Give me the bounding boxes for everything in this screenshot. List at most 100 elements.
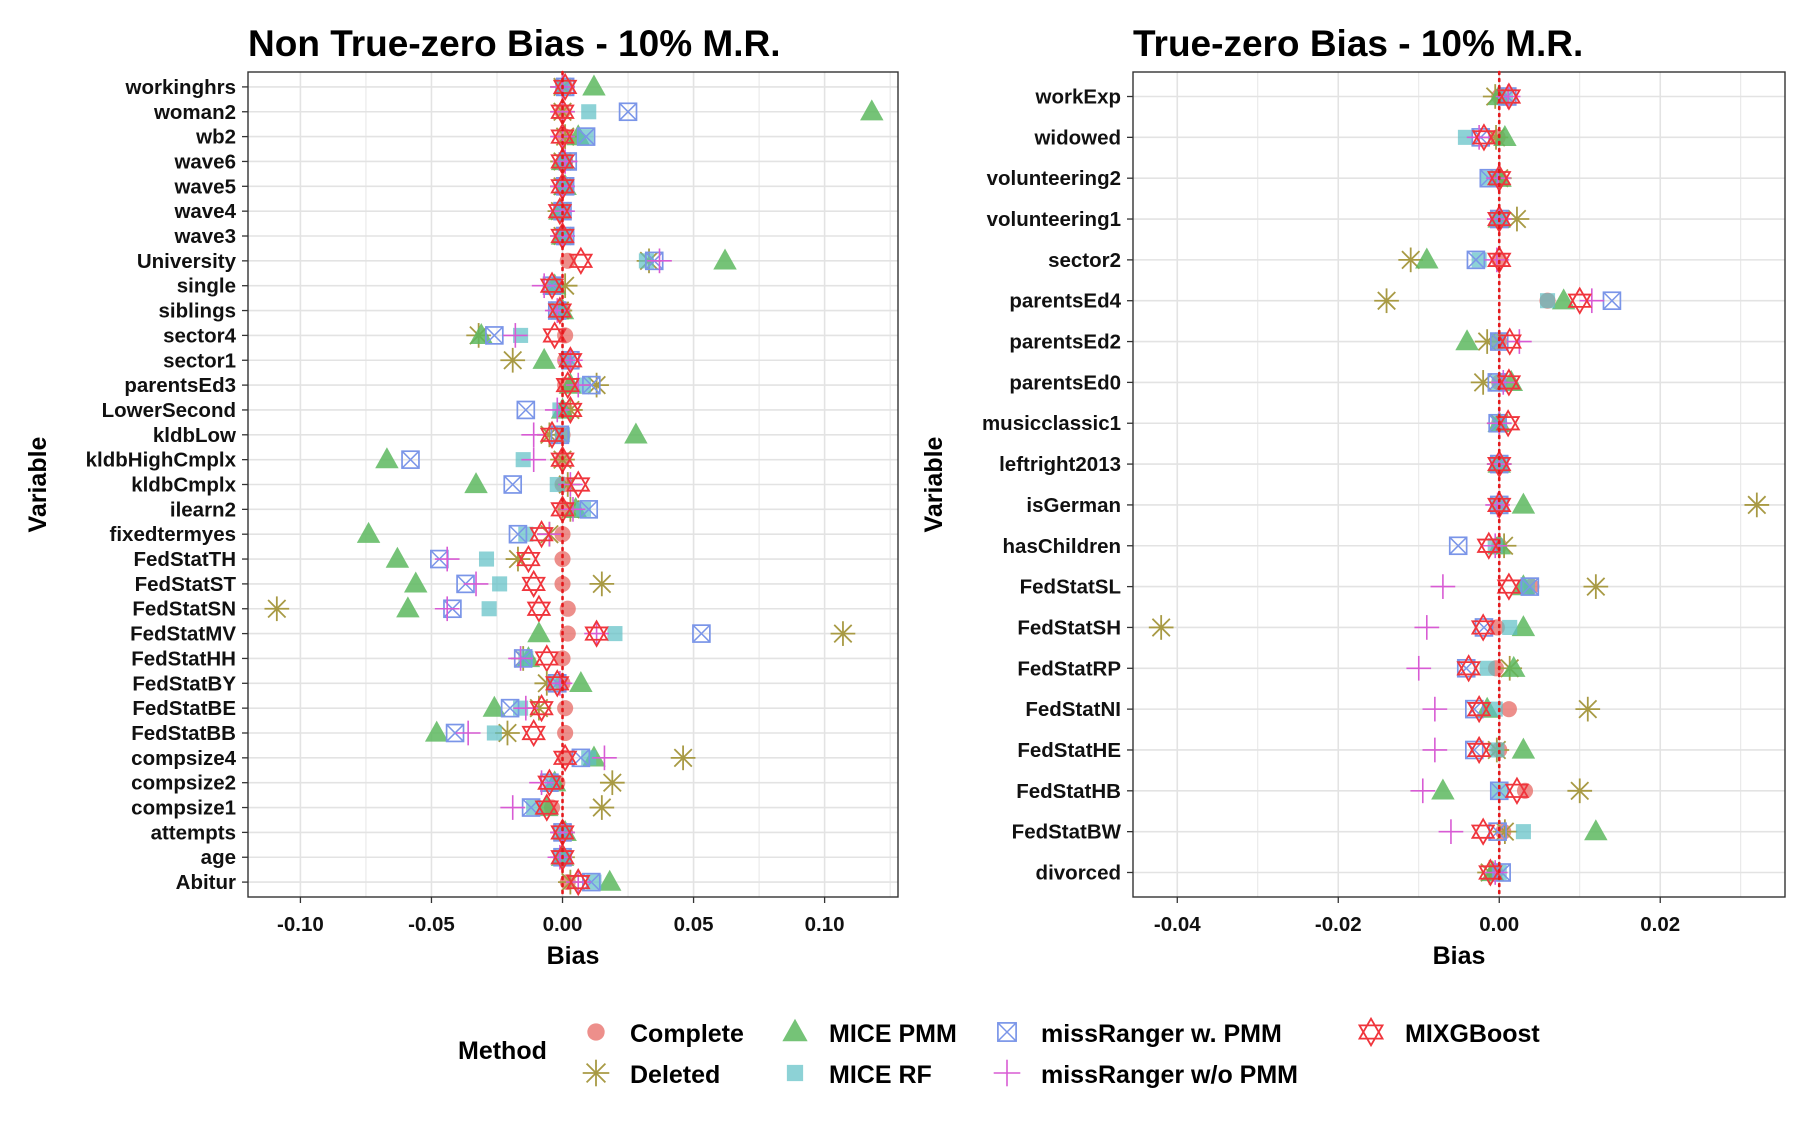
y-tick-label: FedStatHB [1016,780,1121,803]
point-mixgboost-compsize2 [537,768,562,797]
point-missranger-w-o-pmm-parentsed2 [1507,329,1532,354]
y-tick-label: parentsEd2 [1009,331,1121,354]
point-missranger-w-o-pmm-ilearn2 [560,496,586,522]
y-tick-label: FedStatRP [1017,657,1121,680]
y-tick-label: parentsEd0 [1009,371,1121,394]
y-tick-label: FedStatST [135,573,237,596]
point-mixgboost-fedstatsh [1470,613,1496,642]
point-mice-pmm-fedstatsh [1511,615,1536,637]
point-mice-rf-fedstatbb [486,725,502,741]
point-mice-pmm-fedstatmv [527,621,551,643]
point-deleted-sector2 [1398,247,1424,273]
gridlines [1133,72,1785,897]
point-mixgboost-divorced [1478,858,1503,887]
point-missranger-w-o-pmm-parentsed0 [1490,370,1516,395]
point-mice-pmm-parentsed2 [1455,329,1479,351]
point-missranger-w-o-pmm-fedstatth [434,546,460,572]
y-tick-label: FedStatSN [132,598,236,621]
point-deleted-fedstatst [589,571,615,597]
legend-label-mice-rf: MICE RF [829,1061,932,1089]
y-tick-label: wave4 [173,200,236,223]
point-mice-rf-fedstatmv [607,626,623,642]
point-mixgboost-parentsed4 [1567,286,1592,315]
y-tick-label: woman2 [153,101,236,124]
point-missranger-w-pmm-lowersecond [516,400,536,420]
point-missranger-w-pmm-wb2 [576,127,596,146]
point-mice-pmm-fedstatrp [1502,655,1526,677]
y-tick-label: workinghrs [125,76,237,99]
point-mixgboost-sector1 [558,346,583,375]
point-mixgboost-widowed [1471,123,1497,152]
point-deleted-compsize2 [599,770,625,796]
y-tick-label: ilearn2 [170,498,236,521]
point-mice-pmm-workinghrs [582,74,606,96]
y-tick-label: FedStatBY [132,672,236,695]
point-missranger-w-o-pmm-lowersecond [544,397,570,423]
point-mice-pmm-fixedtermyes [356,521,381,543]
point-missranger-w-pmm-sector4 [485,326,504,345]
point-mixgboost-compsize1 [534,793,560,822]
legend-key-complete [587,1023,605,1041]
point-missranger-w-o-pmm-kldblow [521,422,547,448]
point-missranger-w-o-pmm-widowed [1466,124,1492,150]
y-tick-label: fixedtermyes [110,523,236,546]
point-mice-rf-fedstatbw [1515,824,1531,840]
point-mice-pmm-university [713,248,737,270]
legend-key-deleted [582,1059,610,1087]
legend-label-missranger-w-o-pmm: missRanger w/o PMM [1041,1061,1298,1089]
y-tick-label: FedStatMV [130,623,236,646]
point-missranger-w-o-pmm-fedstathh [508,646,533,671]
y-tick-label: musicclassic1 [982,412,1121,435]
point-mixgboost-parentsed0 [1496,368,1522,397]
point-complete-sector4 [557,327,574,344]
point-complete-fedstatni [1500,701,1517,718]
y-axis-title: Variable [24,436,52,532]
point-missranger-w-o-pmm-fedstatsl [1430,574,1456,599]
point-mixgboost-fedstatrp [1456,654,1481,683]
point-mixgboost-sector4 [542,321,567,350]
point-missranger-w-o-pmm-fedstathe [1422,737,1448,763]
point-complete-fedstatmv [559,625,576,642]
point-complete-fedstatbe [557,700,574,717]
point-mice-rf-fedstatsh [1502,619,1518,635]
y-tick-label: FedStatHH [131,647,236,670]
point-missranger-w-o-pmm-divorced [1482,860,1508,885]
point-mixgboost-wave4 [547,197,573,226]
legend-key-missranger-w-pmm [997,1022,1017,1042]
point-complete-fedstatth [554,550,571,568]
point-missranger-w-o-pmm-fedstatbb [455,720,481,746]
point-mice-rf-fedstatrp [1479,660,1495,676]
x-axis-title: Bias [1433,942,1486,970]
point-mixgboost-woman2 [550,97,575,126]
point-missranger-w-o-pmm-abitur [565,869,591,895]
point-missranger-w-o-pmm-compsize1 [500,795,526,820]
legend-label-mice-pmm: MICE PMM [829,1020,957,1048]
point-mixgboost-haschildren [1476,531,1502,560]
y-tick-label: FedStatBE [132,697,236,720]
point-deleted-fedstatsl [1583,574,1609,599]
y-tick-label: parentsEd4 [1009,290,1121,313]
point-mice-pmm-fedstatth [385,546,410,568]
point-missranger-w-o-pmm-fedstatsn [434,596,460,622]
y-tick-label: parentsEd3 [124,374,236,397]
y-tick-label: wave6 [173,150,236,173]
x-tick-label: -0.02 [1315,913,1362,936]
point-mixgboost-parentsed2 [1497,327,1522,356]
y-tick-label: siblings [159,300,236,323]
data-points [264,72,884,897]
point-mixgboost-fedstatsl [1496,572,1522,601]
point-mice-pmm-abitur [597,869,622,891]
y-tick-label: wave5 [173,175,236,198]
point-mixgboost-siblings [547,296,573,325]
point-mixgboost-fedstatbw [1470,817,1496,846]
y-tick-label: FedStatTH [134,548,237,571]
point-mixgboost-fedstatst [521,569,546,599]
legend-key-mice-pmm [782,1018,808,1042]
y-tick-label: University [137,250,237,273]
point-mixgboost-fedstatni [1466,694,1492,724]
legend-label-mixgboost: MIXGBoost [1405,1020,1540,1048]
y-tick-label: volunteering1 [987,208,1121,231]
point-mixgboost-workexp [1496,82,1522,111]
point-deleted-fedstathb [1567,778,1593,804]
